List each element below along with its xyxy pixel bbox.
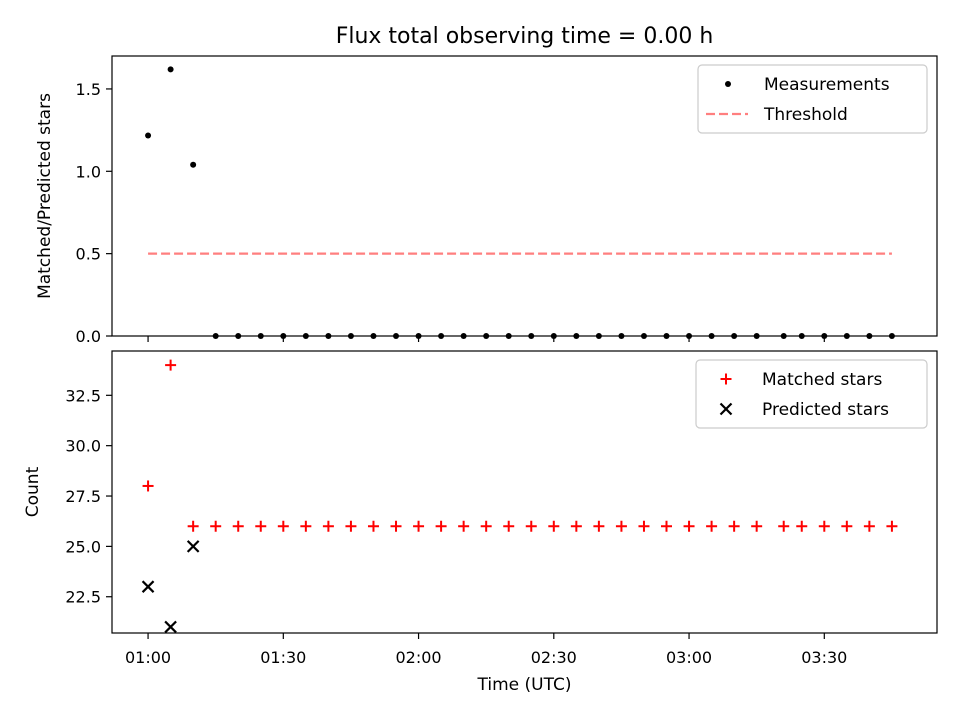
matched-star-marker (683, 520, 695, 532)
top-x-ticks (147, 336, 825, 342)
matched-star-marker (615, 520, 627, 532)
x-stroke (141, 580, 155, 593)
legend-handle-plus (720, 373, 732, 385)
bottom-x-axis-label: Time (UTC) (477, 675, 572, 695)
bottom-data-marks (141, 359, 898, 634)
matched-star-marker (818, 520, 830, 532)
y-tick-label: 1.5 (76, 80, 101, 99)
bottom-legend: Matched stars Predicted stars (695, 359, 928, 429)
legend-label: Threshold (763, 105, 848, 125)
measurement-point (145, 132, 152, 139)
legend-box (697, 64, 928, 134)
y-tick-label: 30.0 (65, 437, 101, 456)
x-tick-label: 02:30 (531, 648, 577, 667)
matched-star-marker (503, 520, 515, 532)
bottom-x-ticks: 01:00 01:30 02:00 02:30 03:00 03:30 (125, 633, 847, 667)
y-tick-label: 32.5 (65, 386, 101, 405)
matched-star-marker (751, 520, 763, 532)
legend-box (695, 359, 928, 429)
matched-star-marker (367, 520, 379, 532)
top-axes-frame (111, 55, 938, 337)
matched-star-marker (841, 520, 853, 532)
x-tick-label: 01:30 (260, 648, 306, 667)
bottom-axes-frame (111, 350, 938, 634)
x-stroke (164, 620, 177, 634)
x-stroke (719, 402, 733, 416)
predicted-star-marker (164, 620, 177, 634)
legend-handle-dot (725, 81, 731, 87)
x-tick-label: 03:00 (666, 648, 712, 667)
matched-star-marker (548, 520, 560, 532)
matched-star-marker (232, 520, 244, 532)
matched-star-marker (525, 520, 537, 532)
bottom-y-axis-label: Count (23, 466, 43, 517)
x-tick-label: 02:00 (396, 648, 442, 667)
y-tick-label: 22.5 (65, 588, 101, 607)
matched-star-marker (480, 520, 492, 532)
matched-star-marker (142, 480, 154, 492)
y-tick-label: 0.5 (76, 245, 101, 264)
matched-star-marker (886, 520, 898, 532)
matched-star-marker (661, 520, 673, 532)
top-legend: Measurements Threshold (697, 64, 928, 134)
x-stroke (186, 540, 200, 553)
matched-star-marker (638, 520, 650, 532)
bottom-panel: 22.5 25.0 27.5 30.0 32.5 01:00 01:30 02:00 02:3… (23, 350, 938, 695)
matched-star-marker (345, 520, 357, 532)
top-y-ticks: 0.0 0.5 1.0 1.5 (76, 80, 112, 346)
matched-star-marker (593, 520, 605, 532)
y-tick-label: 1.0 (76, 162, 101, 181)
y-tick-label: 0.0 (76, 327, 101, 346)
legend-label: Matched stars (762, 370, 882, 390)
matched-star-marker (458, 520, 470, 532)
matched-star-marker (210, 520, 222, 532)
matched-star-marker (778, 520, 790, 532)
figure-title: Flux total observing time = 0.00 h (336, 24, 714, 49)
bottom-y-ticks: 22.5 25.0 27.5 30.0 32.5 (65, 386, 112, 607)
matched-star-marker (300, 520, 312, 532)
matched-star-marker (863, 520, 875, 532)
matched-star-marker (187, 520, 199, 532)
legend-handle-x (719, 402, 733, 416)
predicted-star-marker (186, 540, 200, 553)
matched-star-marker (413, 520, 425, 532)
matched-star-marker (165, 359, 177, 371)
legend-label: Measurements (764, 75, 890, 95)
predicted-star-marker (141, 580, 155, 593)
y-tick-label: 25.0 (65, 537, 101, 556)
matched-star-marker (322, 520, 334, 532)
measurement-point (190, 161, 197, 168)
matched-star-marker (706, 520, 718, 532)
x-tick-label: 03:30 (801, 648, 847, 667)
x-tick-label: 01:00 (125, 648, 171, 667)
matched-star-marker (570, 520, 582, 532)
matched-star-marker (277, 520, 289, 532)
legend-label: Predicted stars (762, 400, 889, 420)
top-y-axis-label: Matched/Predicted stars (35, 93, 55, 299)
matched-star-marker (255, 520, 267, 532)
matched-star-marker (728, 520, 740, 532)
y-tick-label: 27.5 (65, 487, 101, 506)
matched-star-marker (796, 520, 808, 532)
top-panel: 0.0 0.5 1.0 1.5 Matched/Predicted stars Mea… (35, 55, 938, 346)
matched-star-marker (435, 520, 447, 532)
measurement-point (167, 66, 174, 73)
matched-star-marker (390, 520, 402, 532)
